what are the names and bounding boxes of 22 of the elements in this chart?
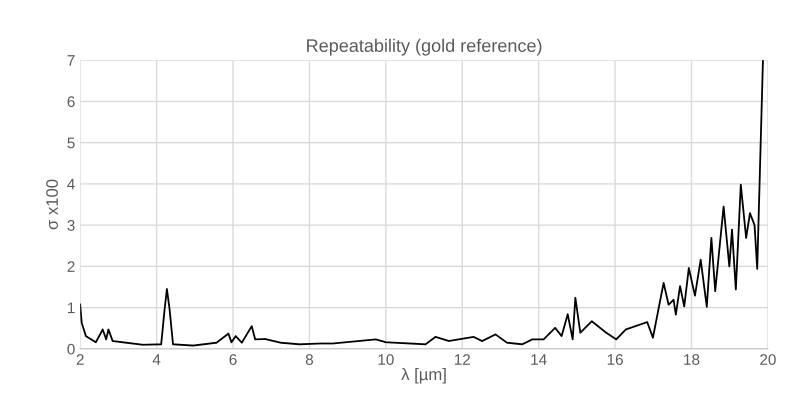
y-tick-label: 4 [67,178,75,190]
y-tick-label: 2 [68,261,75,272]
x-tick-label: 2 [76,354,84,365]
y-tick-label: 0 [67,344,75,355]
y-tick-label: 6 [68,96,75,108]
x-axis-title: λ [µm] [401,368,446,384]
chart-title: Repeatability (gold reference) [307,38,542,56]
x-tick-label: 20 [760,354,776,365]
x-tick-label: 16 [608,354,623,365]
y-tick-label: 1 [68,302,75,314]
x-tick-label: 14 [531,354,547,365]
x-tick-label: 6 [230,354,237,365]
y-tick-label: 5 [67,138,75,148]
x-tick-label: 8 [306,354,314,365]
x-tick-label: 10 [378,354,394,365]
line-series [80,60,764,346]
x-tick-label: 4 [152,354,160,365]
y-tick-label: 7 [68,55,75,66]
x-tick-label: 18 [684,354,700,365]
x-tick-label: 12 [454,354,470,365]
y-tick-label: 3 [67,220,75,231]
y-axis-title: σ x100 [46,180,58,230]
